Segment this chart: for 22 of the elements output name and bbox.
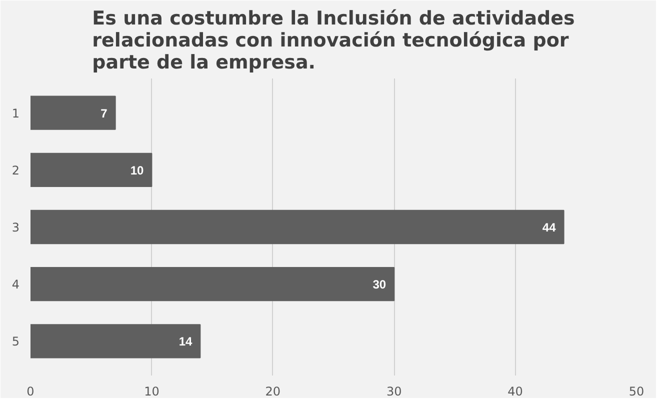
- chart-title: Es una costumbre la Inclusión de actividades relacionadas con innovación tecnológica por parte de la empresa.: [92, 8, 575, 74]
- data-label: 30: [372, 278, 386, 292]
- y-tick-label: 3: [12, 220, 20, 234]
- x-tick-label: 20: [265, 384, 281, 398]
- x-tick-label: 0: [26, 384, 34, 398]
- x-tick-label: 40: [508, 384, 523, 398]
- x-tick-label: 50: [628, 384, 644, 398]
- y-tick-label: 5: [12, 334, 20, 349]
- data-label: 10: [130, 163, 144, 178]
- data-label: 14: [178, 334, 193, 349]
- data-label: 44: [542, 220, 556, 234]
- bar: [30, 267, 395, 302]
- y-tick-label: 4: [12, 278, 20, 292]
- x-tick-label: 30: [386, 384, 402, 398]
- bar: [30, 96, 116, 130]
- y-tick-label: 1: [12, 106, 20, 120]
- data-label: 7: [100, 106, 108, 120]
- y-tick-label: 2: [12, 163, 20, 178]
- x-tick-label: 10: [144, 384, 160, 398]
- bar: [30, 324, 201, 358]
- bar: [30, 152, 152, 187]
- bar: [30, 210, 564, 244]
